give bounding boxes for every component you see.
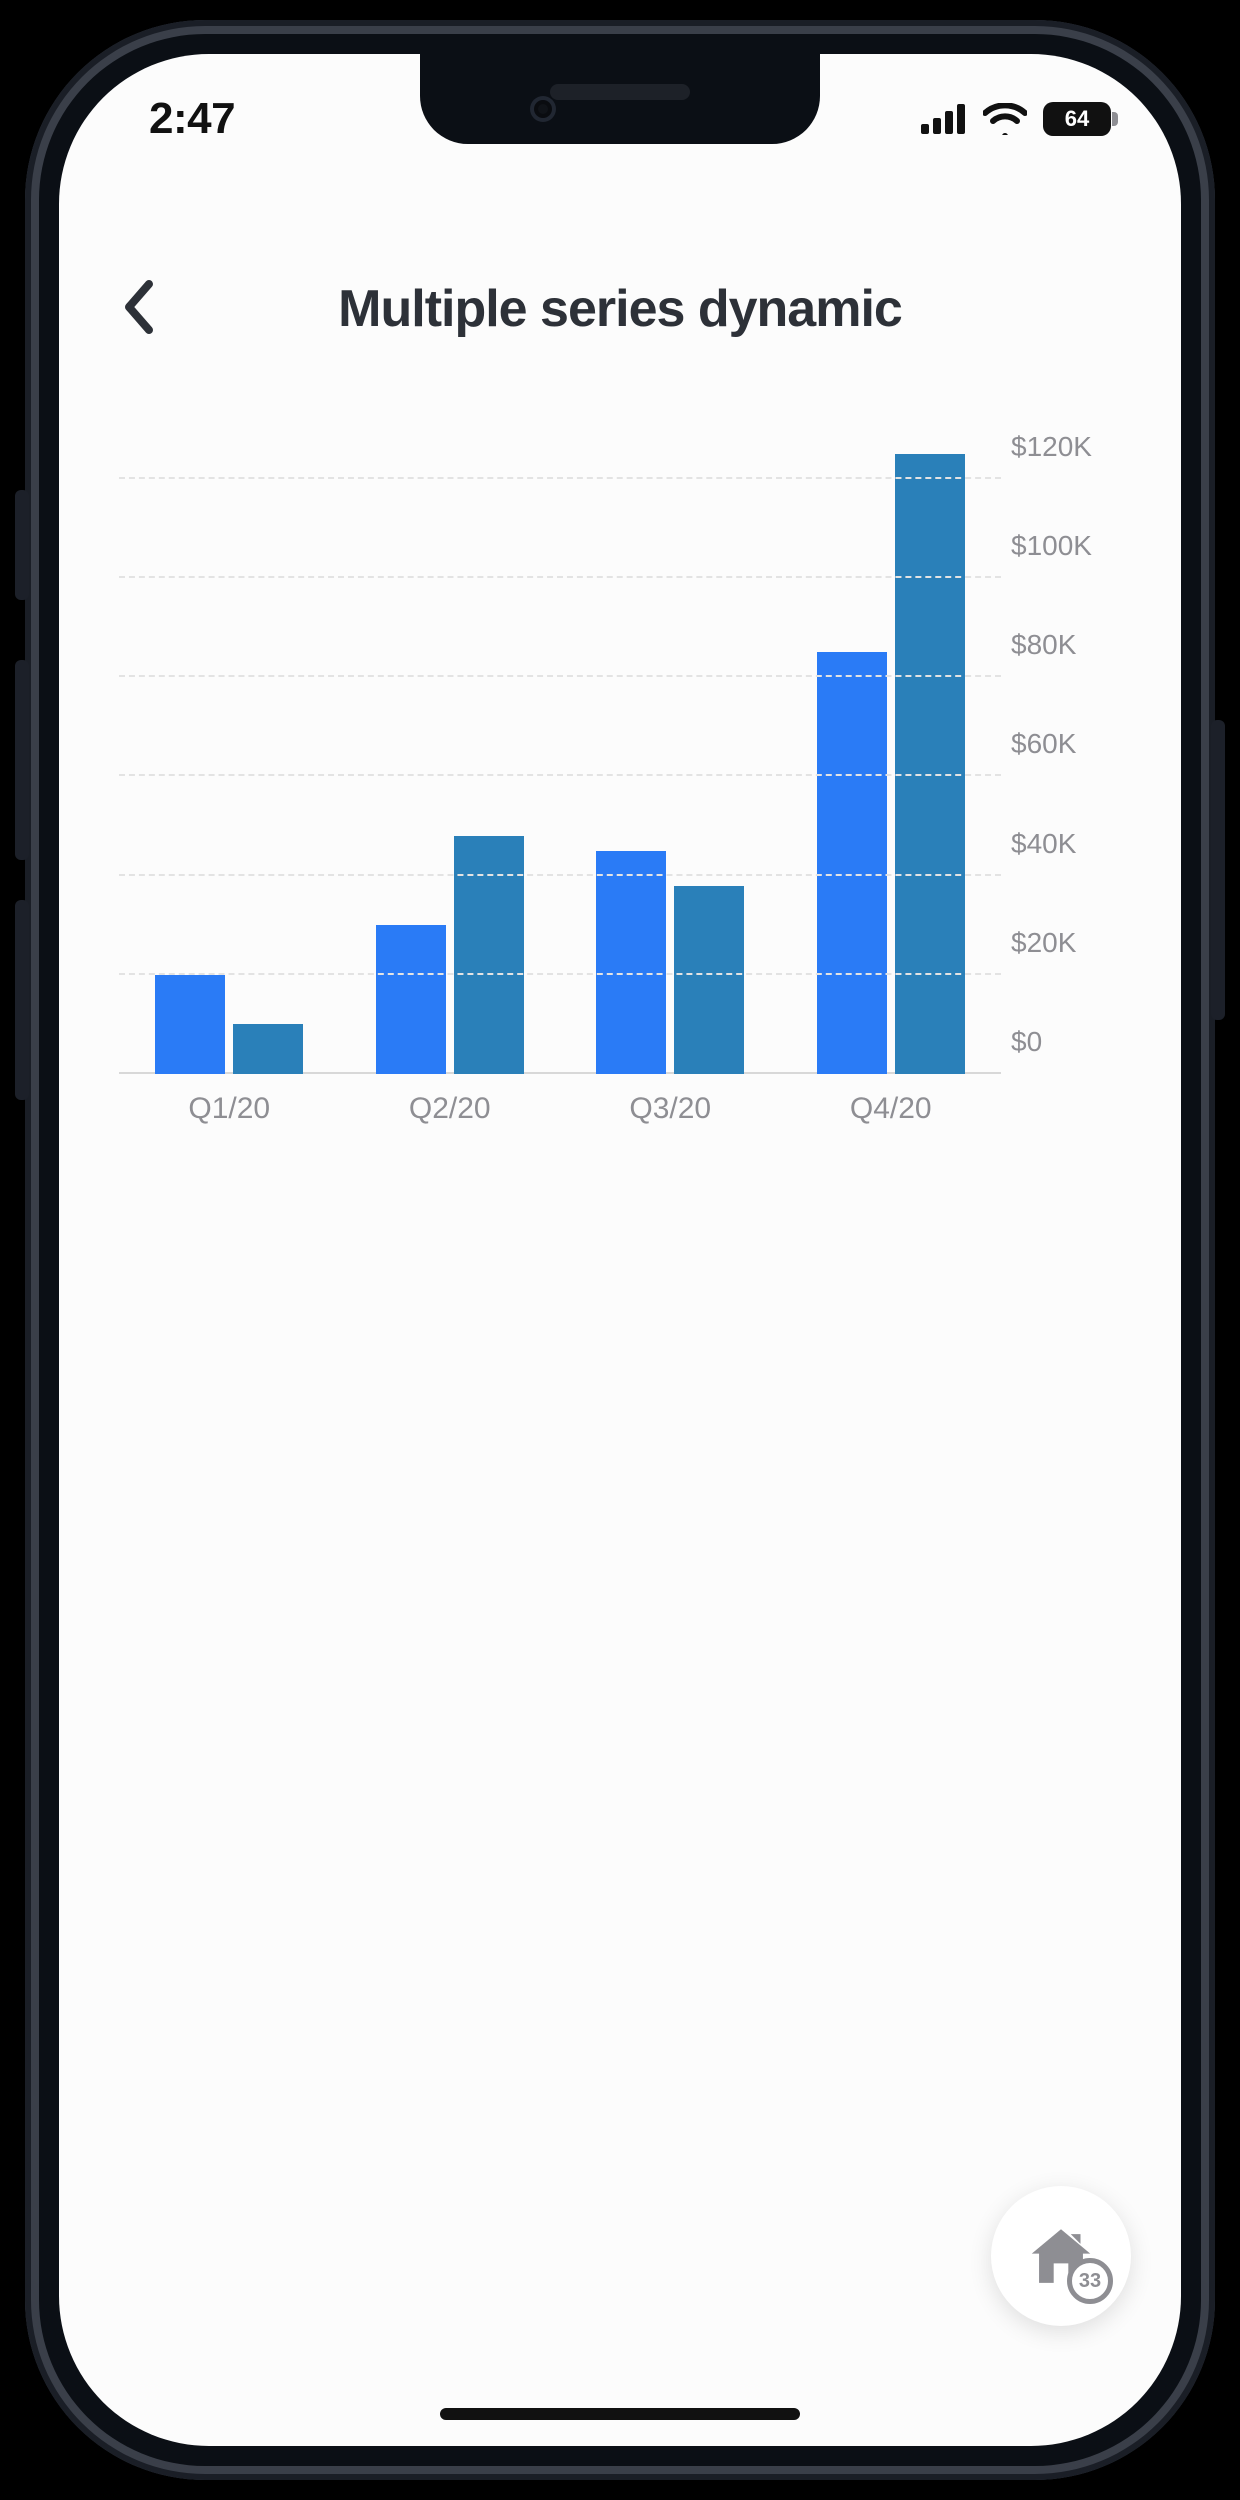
- y-axis-tick: $80K: [1011, 629, 1141, 661]
- y-axis-tick: $40K: [1011, 828, 1141, 860]
- phone-power-button: [1211, 720, 1225, 1020]
- chart-bar[interactable]: [155, 975, 225, 1074]
- chart-bar-group: Q3/20: [560, 454, 781, 1074]
- chart-bar[interactable]: [817, 652, 887, 1074]
- chart-gridline: [119, 576, 1001, 578]
- battery-indicator: 64: [1043, 102, 1111, 136]
- chart-bar[interactable]: [233, 1024, 303, 1074]
- chart-bar[interactable]: [895, 454, 965, 1074]
- phone-volume-up: [15, 660, 29, 860]
- chart-gridline: [119, 874, 1001, 876]
- home-fab[interactable]: 33: [991, 2186, 1131, 2326]
- nav-header: Multiple series dynamic: [59, 244, 1181, 374]
- phone-frame: 2:47: [25, 20, 1215, 2480]
- x-axis-label: Q3/20: [560, 1074, 781, 1126]
- chart-gridline: [119, 477, 1001, 479]
- x-axis-label: Q1/20: [119, 1074, 340, 1126]
- back-button[interactable]: [109, 279, 169, 339]
- y-axis-tick: $0: [1011, 1026, 1141, 1058]
- page-title: Multiple series dynamic: [59, 279, 1181, 339]
- chart-gridline: [119, 675, 1001, 677]
- chart-bar[interactable]: [674, 886, 744, 1074]
- cellular-icon: [921, 104, 967, 134]
- home-indicator[interactable]: [440, 2408, 800, 2420]
- chart-gridline: [119, 973, 1001, 975]
- fab-count-badge: 33: [1067, 2258, 1113, 2304]
- x-axis-label: Q2/20: [340, 1074, 561, 1126]
- screen: 2:47: [59, 54, 1181, 2446]
- chart-gridline: [119, 774, 1001, 776]
- bar-chart: Q1/20Q2/20Q3/20Q4/20 $0 $20K $40K $60K $80K $…: [119, 454, 1141, 1134]
- phone-side-button: [15, 490, 29, 600]
- y-axis-tick: $60K: [1011, 728, 1141, 760]
- chart-bar-group: Q4/20: [781, 454, 1002, 1074]
- y-axis-tick: $120K: [1011, 431, 1141, 463]
- y-axis-tick: $100K: [1011, 530, 1141, 562]
- y-axis-tick: $20K: [1011, 927, 1141, 959]
- phone-volume-down: [15, 900, 29, 1100]
- chart-bar[interactable]: [454, 836, 524, 1074]
- notch: [420, 54, 820, 144]
- chart-bar-group: Q2/20: [340, 454, 561, 1074]
- chart-bar-group: Q1/20: [119, 454, 340, 1074]
- battery-percent: 64: [1065, 106, 1089, 132]
- status-time: 2:47: [149, 94, 235, 144]
- x-axis-label: Q4/20: [781, 1074, 1002, 1126]
- wifi-icon: [983, 103, 1027, 135]
- chart-bar[interactable]: [376, 925, 446, 1074]
- chart-bar[interactable]: [596, 851, 666, 1074]
- chevron-left-icon: [121, 280, 157, 339]
